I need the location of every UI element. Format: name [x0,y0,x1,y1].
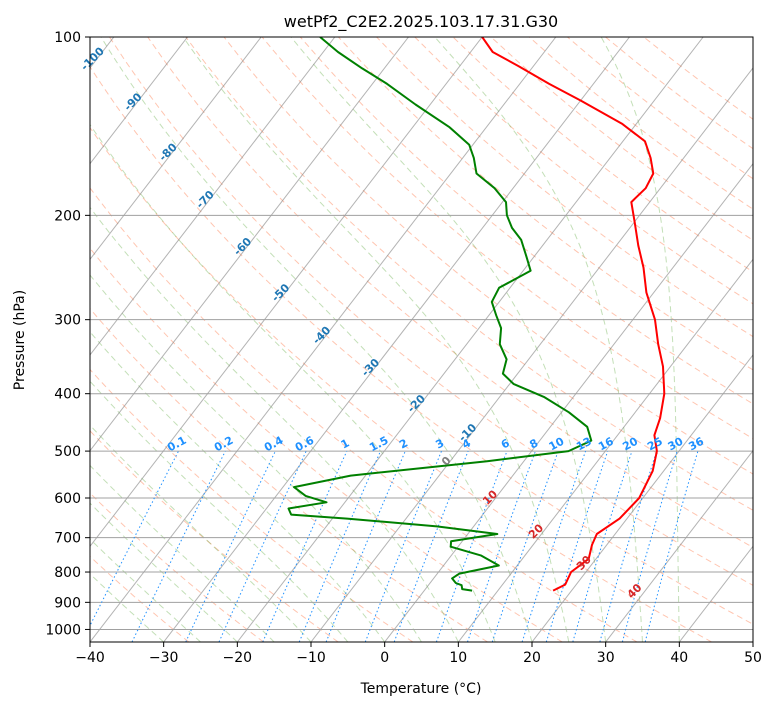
moist-adiabat-line [90,424,312,642]
x-tick-label: −40 [75,650,105,666]
plot-frame [89,36,754,643]
mixing-ratio-label: 30 [666,435,686,454]
dry-adiabat-line [90,65,753,625]
sounding-profiles [287,37,666,592]
moist-adiabat-line [182,37,570,642]
mixing-ratio-line [298,450,381,642]
x-tick-label: 30 [597,650,615,666]
mixing-ratio-line [621,450,678,642]
dry-adiabat-line [299,37,753,405]
dry-adiabat-line [376,37,753,338]
moist-adiabat-line [290,37,607,642]
x-axis-label: Temperature (°C) [360,681,482,697]
moist-adiabat-line [90,573,165,642]
dry-adiabat-line [414,37,753,305]
y-axis-label: Pressure (hPa) [12,290,28,390]
moist-adiabat-line [434,37,643,642]
isotherm-line [310,67,753,642]
mixing-ratio-label: 10 [547,435,567,454]
mixing-ratio-line [644,450,699,642]
y-tick-label: 700 [54,531,81,547]
mixing-ratio-line [435,450,508,642]
mixing-ratio-line [572,450,633,642]
chart-title: wetPf2_C2E2.2025.103.17.31.G30 [284,12,558,32]
mixing-ratio-label: 20 [620,435,640,454]
x-tick-label: 50 [744,650,762,666]
isotherm-line [384,162,753,642]
y-tick-label: 200 [54,208,81,224]
mixing-ratio-line [467,450,536,642]
moist-adiabat-line [600,37,680,642]
moist-adiabat-line [90,538,201,642]
dry-adiabat-line [109,37,753,586]
mixing-ratio-label: 13 [574,435,594,454]
dry-adiabat-line [90,430,339,642]
dry-adiabat-line [90,126,712,642]
mixing-ratio-line [491,450,559,642]
mixing-ratio-line [393,450,469,642]
axes: −40 −30 −20 −10 0 10 20 30 40 50 100 200 300 400 500 60… [45,30,762,666]
mixing-ratio-line [325,450,406,642]
y-tick-label: 900 [54,595,81,611]
isotherm-line [90,37,483,548]
mixing-ratio-line [599,450,658,642]
isotherm-line [90,37,336,356]
y-tick-label: 400 [54,387,81,403]
y-tick-label: 800 [54,565,81,581]
moist-adiabat-line [90,331,386,642]
x-tick-label: −30 [149,650,179,666]
isotherm-line [605,449,753,642]
x-tick-label: 0 [380,650,389,666]
isotherm-line [457,258,753,642]
moist-adiabat-line [90,464,275,642]
mixing-ratio-line [545,450,609,642]
x-tick-label: −10 [296,650,326,666]
x-tick-label: 10 [449,650,467,666]
isotherm-line [90,37,262,261]
mixing-ratio-label: 36 [686,435,706,454]
mixing-ratio-line [521,450,587,642]
mixing-ratio-line [131,450,226,642]
mixing-ratio-line [364,450,442,642]
isotherm-line [236,37,704,642]
moist-adiabat-line [90,123,496,642]
dry-adiabat-line [338,37,753,371]
x-tick-label: −20 [223,650,253,666]
isotherm-line [90,37,409,452]
moist-adiabat-line [90,502,238,642]
isotherm-line [163,37,630,642]
mixing-ratio-label: 25 [645,435,665,454]
y-tick-label: 100 [54,30,81,46]
y-tick-label: 300 [54,313,81,329]
x-tick-label: 40 [670,650,688,666]
mixing-ratio-line [262,450,348,642]
y-tick-label: 600 [54,491,81,507]
isotherm-line [531,354,753,642]
y-tick-label: 1000 [45,622,81,638]
temperature-profile-line [481,37,666,592]
dewpoint-profile-line [287,37,593,592]
dry-adiabat-line [90,247,563,642]
mixing-ratio-line [90,450,179,627]
dry-adiabat-line [90,555,190,642]
moist-adiabat-line [100,37,533,642]
y-tick-label: 500 [54,444,81,460]
dry-adiabat-line [185,37,753,511]
mixing-ratio-label: 16 [596,435,616,454]
plot-background [90,37,753,642]
isotherm-line [90,37,557,642]
dry-adiabat-line [90,307,488,642]
isotherm-line [752,641,753,642]
x-tick-label: 20 [523,650,541,666]
dry-adiabat-line [90,187,638,642]
isotherm-line [90,37,188,165]
